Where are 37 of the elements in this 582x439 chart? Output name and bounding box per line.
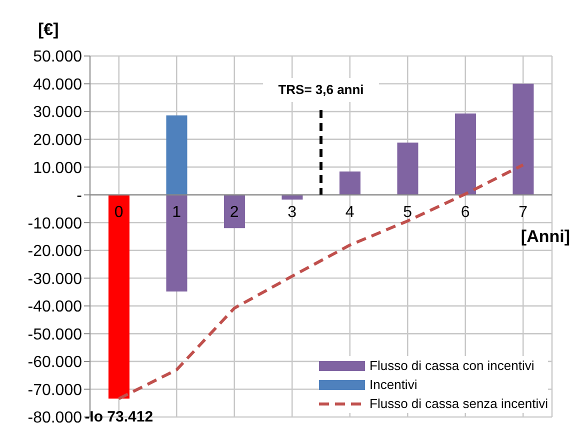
y-tick-label: -10.000 xyxy=(28,215,82,232)
y-tick-label: -30.000 xyxy=(28,270,82,288)
x-tick-label: 0 xyxy=(114,204,124,221)
x-tick-label: 1 xyxy=(172,204,182,221)
bar xyxy=(224,194,245,228)
legend-label: Flusso di cassa senza incentivi xyxy=(370,395,548,413)
bar xyxy=(454,113,476,195)
bar xyxy=(512,84,534,195)
y-tick-label: 40.000 xyxy=(33,76,82,94)
y-tick-label: -60.000 xyxy=(28,354,82,372)
y-tick-label: -20.000 xyxy=(28,243,82,260)
y-axis-title: [€] xyxy=(38,20,59,40)
bar xyxy=(166,194,188,292)
x-tick-label: 5 xyxy=(403,204,412,221)
annotation: TRS= 3,6 anni xyxy=(263,78,379,102)
legend-label: Incentivi xyxy=(370,376,418,394)
y-tick-label: -50.000 xyxy=(28,326,82,344)
y-tick-label: - xyxy=(76,188,82,205)
y-tick-label: 30.000 xyxy=(33,104,82,122)
y-tick-label: 10.000 xyxy=(33,160,82,177)
bar xyxy=(339,172,360,195)
y-tick-label: -40.000 xyxy=(28,298,82,316)
bar xyxy=(108,194,130,399)
x-tick-label: 4 xyxy=(345,204,354,221)
x-tick-label: 7 xyxy=(518,204,528,221)
x-tick-label: 6 xyxy=(460,204,470,221)
x-tick-label: 3 xyxy=(288,204,297,221)
x-tick-label: 2 xyxy=(230,204,239,221)
y-tick-label: 20.000 xyxy=(33,132,82,149)
bar xyxy=(397,142,418,195)
x-axis-title: [Anni] xyxy=(520,226,570,247)
bar xyxy=(166,115,188,195)
legend-label: Flusso di cassa con incentivi xyxy=(370,357,534,375)
y-tick-label: 50.000 xyxy=(33,48,82,66)
annotation: -Io 73.412 xyxy=(84,408,154,426)
y-tick-label: -80.000 xyxy=(28,410,82,427)
y-tick-label: -70.000 xyxy=(28,382,82,399)
